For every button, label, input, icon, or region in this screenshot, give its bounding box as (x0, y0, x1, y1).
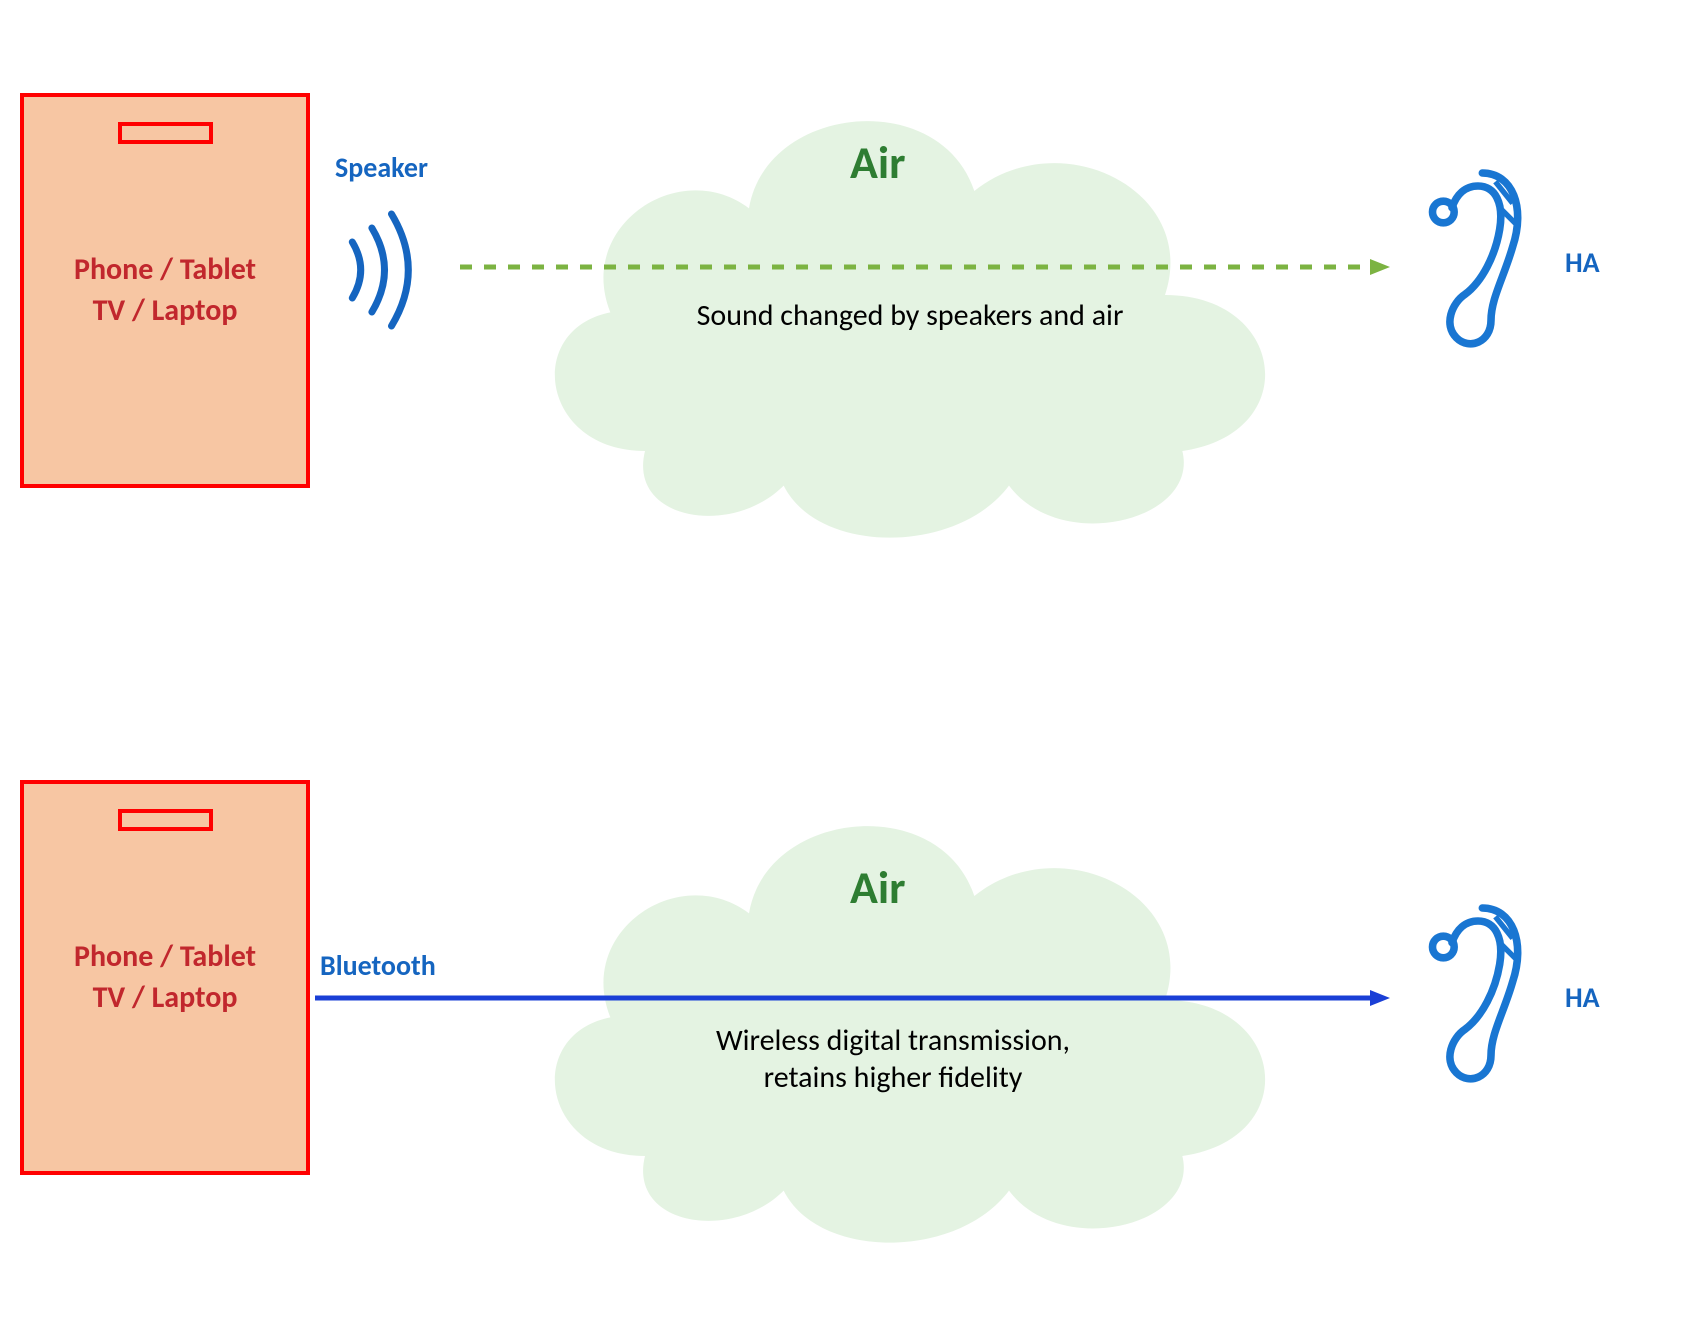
device-speaker-slot (118, 122, 213, 144)
device-label: Phone / TabletTV / Laptop (74, 250, 256, 331)
connection-label: Bluetooth (320, 948, 436, 983)
air-label: Air (850, 135, 906, 191)
description-label: Wireless digital transmission, retains h… (583, 1022, 1203, 1096)
air-cloud (455, 35, 1355, 555)
ha-label: HA (1565, 245, 1600, 280)
arrow (460, 253, 1394, 281)
hearing-aid (1400, 895, 1530, 1095)
diagram-panel-speaker: Phone / TabletTV / Laptop Speaker Air Sou… (0, 35, 1695, 595)
device-box: Phone / TabletTV / Laptop (20, 780, 310, 1175)
description-label: Sound changed by speakers and air (600, 297, 1220, 334)
hearing-aid-icon (1400, 895, 1530, 1090)
air-label: Air (850, 860, 906, 916)
speaker-waves-icon (330, 200, 425, 340)
device-box: Phone / TabletTV / Laptop (20, 93, 310, 488)
hearing-aid (1400, 160, 1530, 360)
arrow (315, 984, 1394, 1012)
device-speaker-slot (118, 809, 213, 831)
ha-label: HA (1565, 980, 1600, 1015)
hearing-aid-icon (1400, 160, 1530, 355)
connection-label: Speaker (335, 150, 428, 185)
speaker-waves (330, 200, 425, 345)
device-label: Phone / TabletTV / Laptop (74, 937, 256, 1018)
cloud-shape (455, 35, 1355, 555)
diagram-panel-bluetooth: Phone / TabletTV / Laptop Bluetooth Air Wi… (0, 700, 1695, 1260)
